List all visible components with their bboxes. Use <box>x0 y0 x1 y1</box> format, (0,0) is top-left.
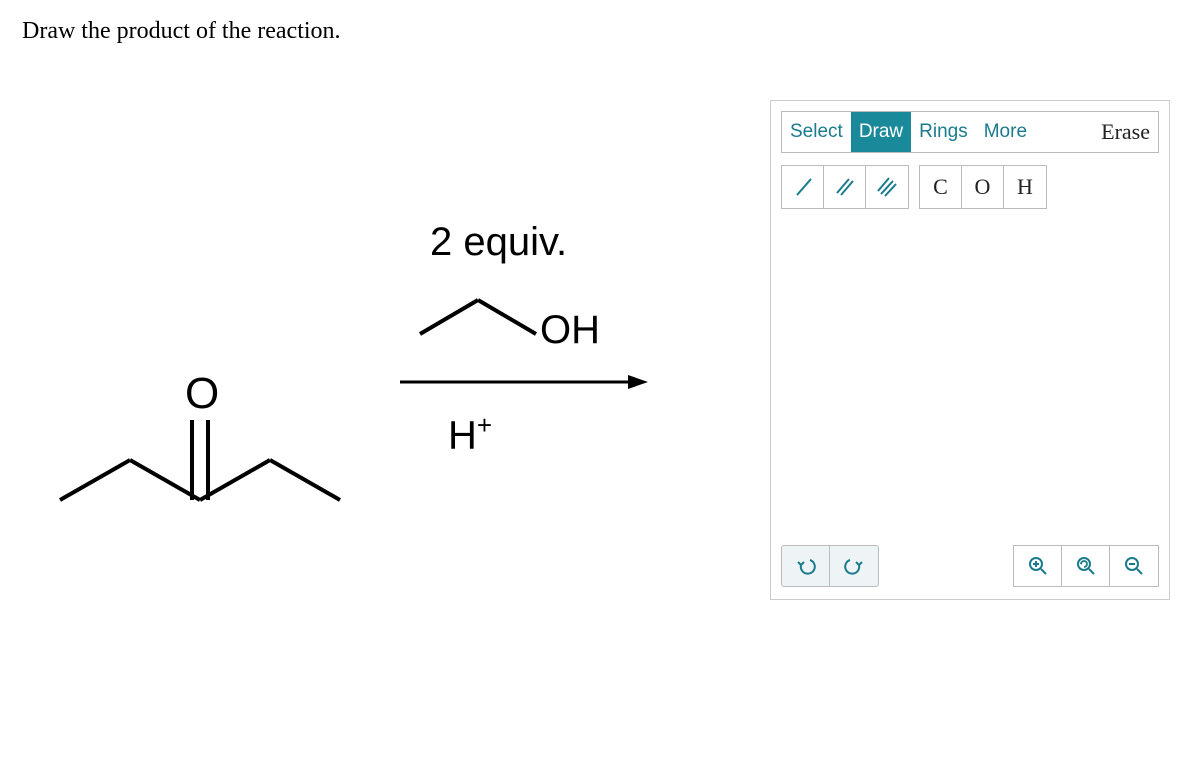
zoom-group <box>1013 545 1159 587</box>
catalyst-plus: + <box>477 410 492 440</box>
tab-rings[interactable]: Rings <box>911 112 976 152</box>
redo-icon <box>843 555 865 577</box>
catalyst-h: H <box>448 413 477 457</box>
drawing-canvas[interactable] <box>781 219 1159 535</box>
reactant-molecule: O <box>40 290 350 520</box>
zoom-in-icon <box>1027 555 1049 577</box>
equiv-label: 2 equiv. <box>430 220 567 265</box>
zoom-out-icon <box>1123 555 1145 577</box>
triple-bond-tool[interactable] <box>866 166 908 208</box>
reaction-scheme: O 2 equiv. OH H+ <box>40 230 720 530</box>
tab-draw[interactable]: Draw <box>851 112 911 152</box>
atom-tools-group: C O H <box>919 165 1047 209</box>
double-bond-tool[interactable] <box>824 166 866 208</box>
atom-h-button[interactable]: H <box>1004 166 1046 208</box>
zoom-reset-button[interactable] <box>1062 546 1110 586</box>
single-bond-icon <box>791 175 815 199</box>
drawing-editor: Select Draw Rings More Erase <box>770 100 1170 600</box>
question-prompt: Draw the product of the reaction. <box>22 18 341 45</box>
editor-tool-row: C O H <box>781 165 1047 209</box>
oh-label: OH <box>540 308 600 353</box>
oxygen-label: O <box>185 369 219 418</box>
reaction-arrow <box>400 370 650 394</box>
undo-button[interactable] <box>782 546 830 586</box>
zoom-out-button[interactable] <box>1110 546 1158 586</box>
triple-bond-icon <box>875 175 899 199</box>
atom-c-button[interactable]: C <box>920 166 962 208</box>
undo-icon <box>795 555 817 577</box>
atom-o-button[interactable]: O <box>962 166 1004 208</box>
tab-more[interactable]: More <box>976 112 1035 152</box>
tab-select[interactable]: Select <box>782 112 851 152</box>
bond-tools-group <box>781 165 909 209</box>
editor-tabs: Select Draw Rings More Erase <box>781 111 1159 153</box>
single-bond-tool[interactable] <box>782 166 824 208</box>
zoom-in-button[interactable] <box>1014 546 1062 586</box>
double-bond-icon <box>833 175 857 199</box>
redo-button[interactable] <box>830 546 878 586</box>
catalyst-label: H+ <box>448 410 492 458</box>
tab-erase[interactable]: Erase <box>1093 112 1158 152</box>
undo-redo-group <box>781 545 879 587</box>
zoom-reset-icon <box>1075 555 1097 577</box>
ethanol-structure <box>410 288 550 343</box>
editor-bottom-toolbar <box>781 545 1159 587</box>
